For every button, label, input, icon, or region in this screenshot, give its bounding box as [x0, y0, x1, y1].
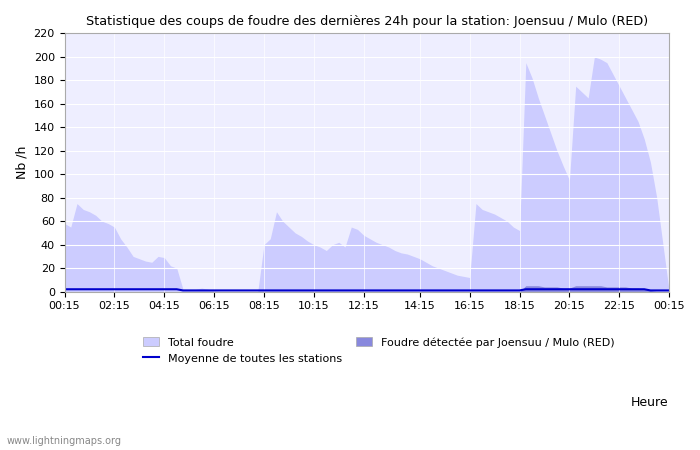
- Text: www.lightningmaps.org: www.lightningmaps.org: [7, 436, 122, 446]
- Y-axis label: Nb /h: Nb /h: [15, 146, 28, 179]
- Legend: Total foudre, Moyenne de toutes les stations, Foudre détectée par Joensuu / Mulo: Total foudre, Moyenne de toutes les stat…: [143, 337, 615, 364]
- Title: Statistique des coups de foudre des dernières 24h pour la station: Joensuu / Mul: Statistique des coups de foudre des dern…: [86, 15, 648, 28]
- Text: Heure: Heure: [631, 396, 668, 409]
